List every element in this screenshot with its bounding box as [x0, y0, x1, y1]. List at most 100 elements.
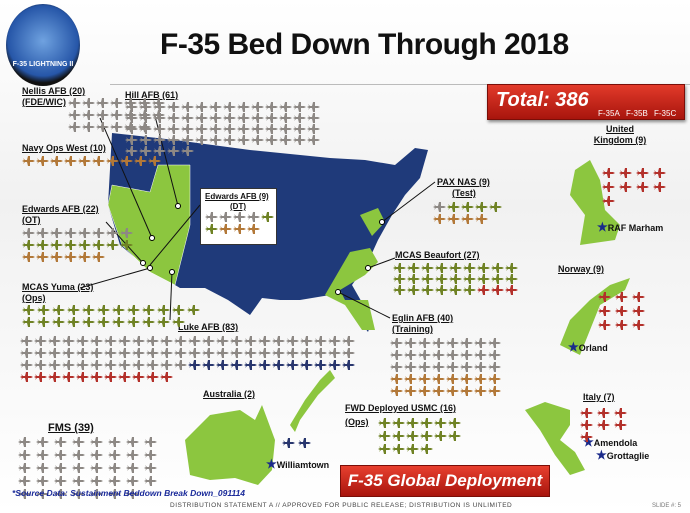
f35-aircraft-icon [188, 348, 201, 358]
f35-aircraft-icon [125, 124, 138, 134]
f35-aircraft-icon [307, 135, 320, 145]
f35-aircraft-icon [404, 338, 417, 348]
f35-aircraft-icon [244, 348, 257, 358]
f35-aircraft-icon [90, 336, 103, 346]
f35-aircraft-icon [597, 408, 610, 418]
f35-aircraft-icon [67, 317, 80, 327]
f35-aircraft-icon [188, 360, 201, 370]
edwards-ot-label: Edwards AFB (22) [22, 204, 99, 214]
f35-aircraft-icon [448, 431, 461, 441]
f35-aircraft-icon [300, 348, 313, 358]
f35-aircraft-icon [174, 360, 187, 370]
f35-aircraft-icon [282, 438, 295, 448]
f35-aircraft-icon [132, 360, 145, 370]
f35-aircraft-icon [97, 317, 110, 327]
distribution-statement: DISTRIBUTION STATEMENT A // APPROVED FOR… [170, 502, 513, 509]
f35-logo: F-35 LIGHTNING II [6, 4, 80, 86]
f35-aircraft-icon [237, 102, 250, 112]
f35-aircraft-icon [20, 372, 33, 382]
f35-aircraft-icon [307, 124, 320, 134]
f35-aircraft-icon [52, 317, 65, 327]
f35-aircraft-icon [432, 350, 445, 360]
f35-aircraft-icon [614, 420, 627, 430]
navy-ops-west-label: Navy Ops West (10) [22, 143, 106, 153]
f35-aircraft-icon [233, 224, 246, 234]
f35-aircraft-icon [187, 305, 200, 315]
f35-aircraft-icon [112, 317, 125, 327]
f35-aircraft-icon [62, 336, 75, 346]
f35-aircraft-icon [72, 476, 85, 486]
f35-aircraft-icon [258, 336, 271, 346]
f35-aircraft-icon [653, 182, 666, 192]
f35-aircraft-icon [96, 110, 109, 120]
f35-aircraft-icon [104, 336, 117, 346]
f35-aircraft-icon [390, 350, 403, 360]
f35-aircraft-icon [237, 135, 250, 145]
f35-aircraft-icon [167, 135, 180, 145]
f35-aircraft-icon [108, 450, 121, 460]
f35-aircraft-icon [68, 110, 81, 120]
f35-aircraft-icon [237, 113, 250, 123]
f35-aircraft-icon [22, 228, 35, 238]
f35-aircraft-icon [18, 489, 31, 499]
f35-aircraft-icon [205, 212, 218, 222]
f35-aircraft-icon [90, 360, 103, 370]
edwards-dt-label: Edwards AFB (9) [205, 192, 269, 201]
edwards-ot-sub: (OT) [22, 215, 41, 225]
f35-aircraft-icon [104, 348, 117, 358]
f35-aircraft-icon [139, 113, 152, 123]
f35-aircraft-icon [328, 360, 341, 370]
f35-aircraft-icon [653, 168, 666, 178]
f35-aircraft-icon [120, 240, 133, 250]
f35-aircraft-icon [475, 202, 488, 212]
f35-aircraft-icon [446, 374, 459, 384]
f35-aircraft-icon [72, 437, 85, 447]
fwd-usmc-sub: (Ops) [345, 417, 369, 427]
f35-aircraft-icon [78, 156, 91, 166]
f35-aircraft-icon [132, 372, 145, 382]
total-label: Total: 386 [496, 89, 589, 111]
f35-aircraft-icon [300, 360, 313, 370]
f35-aircraft-icon [460, 386, 473, 396]
f35-aircraft-icon [404, 350, 417, 360]
f35-aircraft-icon [146, 360, 159, 370]
f35-aircraft-icon [378, 418, 391, 428]
f35-aircraft-icon [90, 348, 103, 358]
f35-aircraft-icon [106, 156, 119, 166]
pax-sub: (Test) [452, 188, 476, 198]
f35-aircraft-icon [126, 463, 139, 473]
f35-aircraft-icon [34, 336, 47, 346]
f35-aircraft-icon [104, 372, 117, 382]
f35-aircraft-icon [90, 476, 103, 486]
f35-aircraft-icon [390, 374, 403, 384]
base-dots [140, 203, 385, 295]
f35-aircraft-icon [97, 305, 110, 315]
f35-aircraft-icon [34, 372, 47, 382]
f35-aircraft-icon [209, 113, 222, 123]
australia-label: Australia (2) [203, 389, 256, 399]
f35-aircraft-icon [421, 285, 434, 295]
f35-aircraft-icon [146, 336, 159, 346]
f35-aircraft-icon [195, 135, 208, 145]
f35-aircraft-icon [90, 489, 103, 499]
f35-aircraft-icon [142, 305, 155, 315]
f35-aircraft-icon [216, 336, 229, 346]
f35-aircraft-icon [433, 214, 446, 224]
f35-aircraft-icon [36, 463, 49, 473]
f35-aircraft-icon [615, 292, 628, 302]
f35-aircraft-icon [461, 214, 474, 224]
star-icon: ★ [266, 457, 277, 471]
f35-aircraft-icon [393, 285, 406, 295]
f35-aircraft-icon [505, 285, 518, 295]
f35-aircraft-icon [598, 320, 611, 330]
f35-aircraft-icon [421, 274, 434, 284]
f35-aircraft-icon [460, 350, 473, 360]
f35-aircraft-icon [157, 305, 170, 315]
f35-aircraft-icon [286, 348, 299, 358]
global-deployment-button[interactable]: F-35 Global Deployment [340, 465, 550, 497]
f35-aircraft-icon [62, 360, 75, 370]
f35-aircraft-icon [142, 317, 155, 327]
nellis-label: Nellis AFB (20) [22, 86, 86, 96]
f35-aircraft-icon [265, 102, 278, 112]
f35-aircraft-icon [615, 320, 628, 330]
